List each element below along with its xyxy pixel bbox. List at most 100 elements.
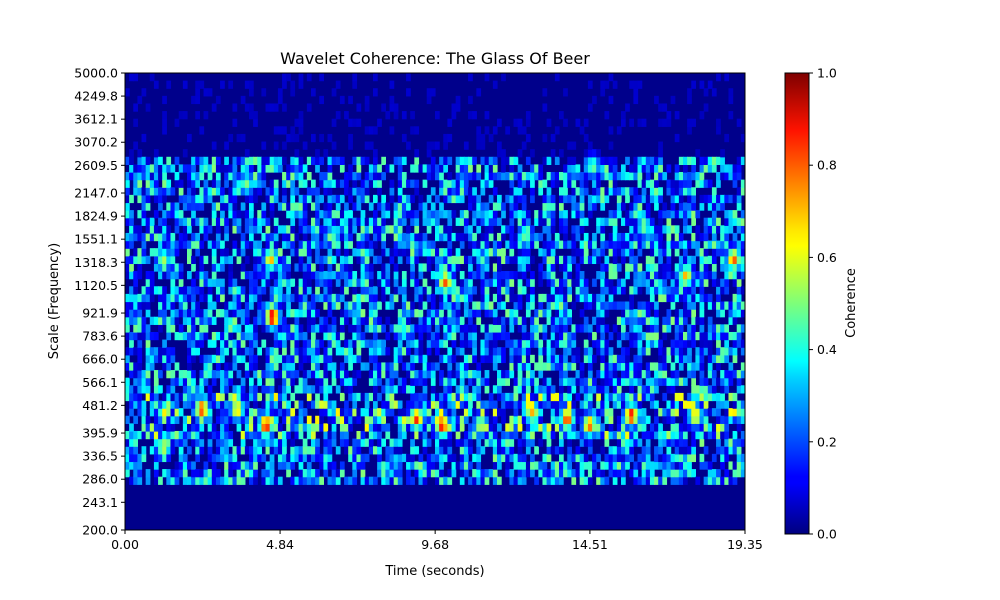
heatmap-cell [232,103,238,112]
heatmap-cell [335,194,341,204]
heatmap-cell [389,392,395,402]
heatmap-cell [141,156,147,165]
heatmap-cell [716,301,721,310]
heatmap-cell [344,423,349,432]
heatmap-cell [435,141,440,150]
heatmap-cell [720,331,725,341]
heatmap-cell [492,430,498,440]
heatmap-cell [373,255,378,265]
heatmap-cell [249,202,254,211]
heatmap-cell [596,339,601,348]
heatmap-cell [129,194,134,204]
heatmap-cell [455,286,461,295]
heatmap-cell [666,453,672,463]
heatmap-cell [178,164,184,173]
heatmap-cell [567,263,572,272]
heatmap-cell [224,476,229,485]
heatmap-cell [249,453,254,463]
heatmap-cell [125,194,130,204]
heatmap-cell [550,210,556,219]
heatmap-cell [311,423,316,432]
heatmap-cell [261,408,267,417]
heatmap-cell [311,301,316,310]
x-tick-label: 14.51 [572,537,608,552]
heatmap-cell [381,469,386,478]
heatmap-cell [455,187,461,196]
heatmap-cell [447,370,453,379]
heatmap-cell [521,179,527,188]
heatmap-cell [133,461,138,470]
heatmap-cell [282,194,287,204]
heatmap-cell [158,415,163,424]
heatmap-cell [492,263,498,272]
heatmap-cell [422,476,428,485]
heatmap-cell [724,438,730,447]
heatmap-cell [683,423,688,432]
heatmap-cell [492,248,498,257]
heatmap-cell [736,400,742,409]
heatmap-cell [695,271,701,280]
heatmap-cell [546,156,552,165]
heatmap-cell [550,331,556,341]
heatmap-cell [674,324,680,333]
heatmap-cell [645,362,651,371]
heatmap-cell [141,210,147,219]
heatmap-cell [364,141,370,150]
heatmap-cell [530,423,535,432]
heatmap-cell [699,453,705,463]
heatmap-cell [571,347,577,356]
heatmap-cell [521,248,527,257]
heatmap-cell [633,423,639,432]
heatmap-cell [678,331,684,341]
heatmap-cell [199,240,205,249]
heatmap-cell [455,423,461,432]
heatmap-cell [608,286,614,295]
heatmap-cell [728,438,734,447]
heatmap-cell [249,430,254,440]
heatmap-cell [253,362,258,371]
heatmap-cell [472,301,477,310]
heatmap-cell [621,408,626,417]
heatmap-cell [430,415,436,424]
heatmap-cell [497,408,502,417]
heatmap-cell [608,430,614,440]
heatmap-cell [153,316,159,325]
heatmap-cell [311,339,316,348]
heatmap-cell [497,354,502,364]
heatmap-cell [236,225,242,234]
heatmap-cell [282,446,287,455]
heatmap-cell [381,385,386,394]
heatmap-cell [290,225,296,234]
heatmap-cell [236,461,242,470]
heatmap-cell [145,415,151,424]
heatmap-cell [571,476,577,485]
heatmap-cell [695,210,701,219]
heatmap-cell [166,164,172,173]
heatmap-cell [344,316,349,325]
heatmap-cell [699,301,705,310]
heatmap-cell [356,172,362,181]
heatmap-cell [463,232,469,242]
heatmap-cell [463,225,469,234]
heatmap-cell [443,423,448,432]
heatmap-cell [133,377,138,386]
heatmap-cell [364,255,370,265]
heatmap-cell [348,210,353,219]
heatmap-cell [373,446,378,455]
heatmap-cell [587,149,593,158]
heatmap-cell [736,248,742,257]
heatmap-cell [323,461,329,470]
heatmap-cell [406,301,411,310]
heatmap-cell [269,476,275,485]
heatmap-cell [286,400,291,409]
heatmap-cell [546,309,552,318]
heatmap-cell [294,210,300,219]
heatmap-cell [319,240,324,249]
heatmap-cell [637,217,643,226]
heatmap-cell [509,255,515,265]
heatmap-cell [497,385,502,394]
heatmap-cell [306,225,312,234]
heatmap-cell [674,172,680,181]
heatmap-cell [654,385,659,394]
heatmap-cell [633,286,639,295]
